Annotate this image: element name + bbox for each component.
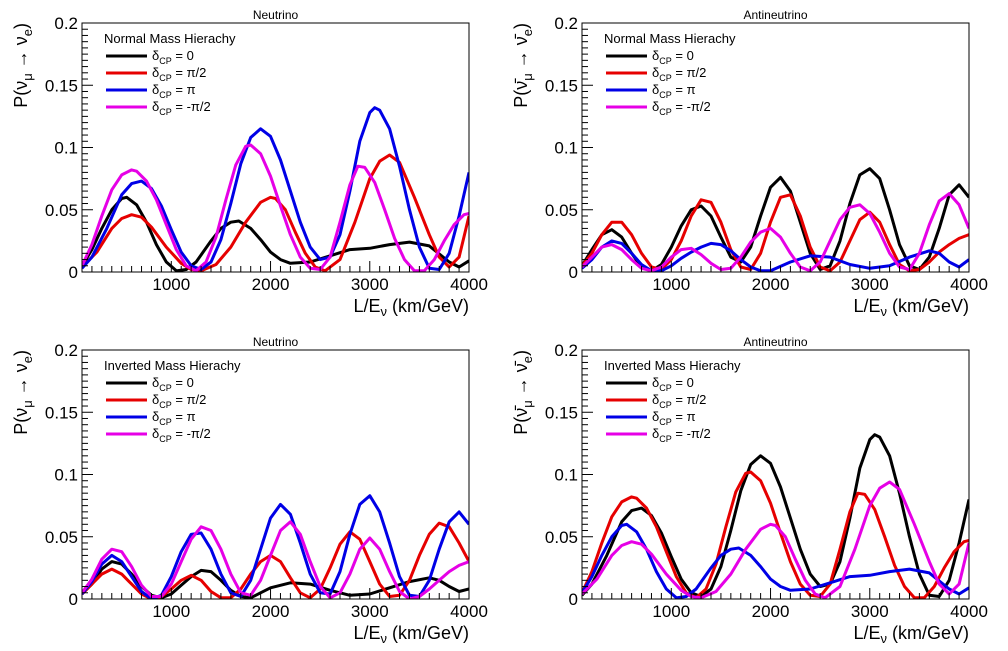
x-tick-label: 1000 — [652, 275, 690, 294]
x-tick-label: 4000 — [950, 602, 988, 621]
panel-3: Neutrino 1000 2000 3000 4000 0 0.05 0.1 0.15 0.2 L… — [11, 335, 488, 646]
series-line-3 — [82, 494, 469, 599]
y-tick-label: 0.05 — [545, 201, 578, 220]
x-axis-label: L/Eν (km/GeV) — [853, 623, 969, 646]
y-tick-label: 0.05 — [545, 528, 578, 547]
x-axis-label: L/Eν (km/GeV) — [353, 296, 469, 319]
series-line-1 — [82, 195, 469, 272]
y-tick-label: 0.2 — [54, 14, 78, 33]
x-tick-label: 2000 — [752, 275, 790, 294]
legend-header: Inverted Mass Hierachy — [104, 358, 241, 373]
plot-frame — [81, 349, 470, 600]
series-line-3 — [582, 522, 969, 599]
series-line-4 — [582, 192, 969, 272]
y-axis-label: P(νμ → νe) — [11, 23, 35, 108]
legend-entry: δCP = -π/2 — [152, 426, 211, 444]
y-tick-label: 0.2 — [554, 341, 578, 360]
y-tick-label: 0.15 — [45, 403, 78, 422]
legend-entry: δCP = -π/2 — [652, 99, 711, 117]
y-tick-label: 0 — [569, 590, 578, 609]
y-tick-label: 0.05 — [45, 201, 78, 220]
panel-4: Antineutrino 1000 2000 3000 4000 0 0.05 0.1 0.15… — [511, 335, 988, 646]
y-axis-label: P(ν̄μ → ν̄e) — [511, 350, 535, 435]
panel-title: Neutrino — [253, 335, 299, 349]
series-line-4 — [82, 143, 469, 272]
y-tick-label: 0.2 — [554, 14, 578, 33]
x-tick-label: 4000 — [450, 275, 488, 294]
y-tick-label: 0.05 — [45, 528, 78, 547]
legend-entry: δCP = -π/2 — [652, 426, 711, 444]
y-tick-label: 0.15 — [545, 76, 578, 95]
legend-header: Normal Mass Hierachy — [604, 31, 736, 46]
x-tick-label: 3000 — [851, 275, 889, 294]
x-tick-label: 1000 — [152, 275, 190, 294]
legend-entry: δCP = 0 — [652, 48, 694, 66]
legend-entry: δCP = π/2 — [652, 65, 706, 83]
legend-entry: δCP = -π/2 — [152, 99, 211, 117]
series-line-2 — [582, 470, 969, 599]
y-tick-label: 0.2 — [54, 341, 78, 360]
x-tick-label: 2000 — [252, 602, 290, 621]
legend-header: Normal Mass Hierachy — [104, 31, 236, 46]
x-tick-label: 3000 — [351, 275, 389, 294]
panel-title: Neutrino — [253, 8, 299, 22]
legend-header: Inverted Mass Hierachy — [604, 358, 741, 373]
y-tick-label: 0 — [569, 263, 578, 282]
y-tick-label: 0.15 — [545, 403, 578, 422]
y-axis-label: P(νμ → νe) — [11, 350, 35, 435]
x-tick-label: 4000 — [450, 602, 488, 621]
y-tick-label: 0 — [69, 263, 78, 282]
series-line-4 — [82, 520, 469, 599]
y-tick-label: 0 — [69, 590, 78, 609]
x-axis-label: L/Eν (km/GeV) — [353, 623, 469, 646]
series-line-3 — [582, 239, 969, 272]
y-tick-label: 0.1 — [554, 139, 578, 158]
y-tick-label: 0.1 — [554, 466, 578, 485]
legend-entry: δCP = 0 — [152, 375, 194, 393]
x-tick-label: 2000 — [752, 602, 790, 621]
legend-entry: δCP = π — [652, 82, 696, 100]
panel-2: Antineutrino 1000 2000 3000 4000 0 0.05 0.1 0.15… — [511, 8, 988, 319]
panel-title: Antineutrino — [743, 8, 807, 22]
panel-1: Neutrino 1000 2000 3000 4000 0 0.05 0.1 0.15 0.2 L… — [11, 8, 488, 319]
x-tick-label: 3000 — [851, 602, 889, 621]
x-tick-label: 4000 — [950, 275, 988, 294]
x-tick-label: 1000 — [152, 602, 190, 621]
x-tick-label: 1000 — [652, 602, 690, 621]
y-tick-label: 0.15 — [45, 76, 78, 95]
x-tick-label: 2000 — [252, 275, 290, 294]
y-axis-label: P(ν̄μ → ν̄e) — [511, 23, 535, 108]
legend-entry: δCP = π/2 — [652, 392, 706, 410]
legend-entry: δCP = π/2 — [152, 65, 206, 83]
legend-entry: δCP = π/2 — [152, 392, 206, 410]
y-tick-label: 0.1 — [54, 139, 78, 158]
legend-entry: δCP = π — [652, 409, 696, 427]
legend-entry: δCP = π — [152, 82, 196, 100]
x-tick-label: 3000 — [351, 602, 389, 621]
x-axis-label: L/Eν (km/GeV) — [853, 296, 969, 319]
y-tick-label: 0.1 — [54, 466, 78, 485]
series-line-4 — [582, 480, 969, 599]
panel-title: Antineutrino — [743, 335, 807, 349]
legend-entry: δCP = 0 — [152, 48, 194, 66]
legend-entry: δCP = 0 — [652, 375, 694, 393]
legend-entry: δCP = π — [152, 409, 196, 427]
